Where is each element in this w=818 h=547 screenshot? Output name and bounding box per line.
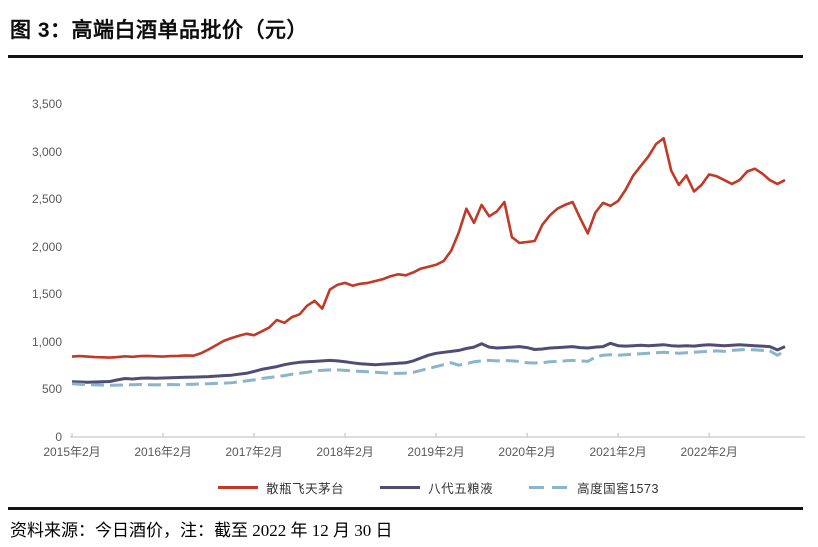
legend-label: 散瓶飞天茅台 [266, 482, 345, 496]
footer-divider [8, 507, 803, 510]
x-axis-label: 2015年2月 [43, 445, 101, 459]
legend-line-swatch [529, 486, 570, 489]
series-line-3 [71, 348, 786, 387]
y-axis-label: 0 [55, 430, 62, 444]
source-note: 资料来源：今日酒价，注：截至 2022 年 12 月 30 日 [10, 521, 393, 540]
x-axis-label: 2017年2月 [225, 445, 283, 459]
y-axis-label: 1,500 [31, 287, 62, 302]
title-divider [8, 55, 803, 58]
legend-item-1: 散瓶飞天茅台 [218, 478, 344, 497]
legend-label: 八代五粮液 [428, 482, 494, 496]
series-line-2 [71, 341, 786, 384]
y-axis-label: 2,500 [31, 192, 62, 207]
legend-line-swatch [218, 486, 259, 489]
y-axis-label: 500 [41, 382, 62, 397]
x-axis-label: 2021年2月 [589, 445, 647, 459]
series-line-1 [71, 137, 786, 359]
line-chart: 2015年2月 2016年2月 2017年2月 2018年2月 2019年2月 2020年… [0, 60, 818, 470]
y-axis-label: 3,000 [31, 144, 62, 159]
figure-title: 图 3：高端白酒单品批价（元） [10, 19, 309, 42]
x-axis-label: 2020年2月 [498, 445, 556, 459]
x-axis-label: 2019年2月 [407, 445, 465, 459]
x-axis-label: 2018年2月 [316, 445, 374, 459]
legend-item-2: 八代五粮液 [380, 478, 493, 497]
chart-legend: 散瓶飞天茅台 八代五粮液 高度国窖1573 [72, 478, 805, 497]
legend-line-swatch [380, 486, 421, 489]
y-axis-label: 1,000 [31, 334, 62, 349]
y-axis-label: 3,500 [31, 97, 62, 111]
chart-canvas [70, 137, 805, 438]
legend-item-3: 高度国窖1573 [529, 478, 659, 497]
x-axis-label: 2022年2月 [680, 445, 738, 459]
y-axis-label: 2,000 [31, 239, 62, 254]
legend-label: 高度国窖1573 [577, 482, 659, 496]
x-axis-label: 2016年2月 [134, 445, 192, 459]
